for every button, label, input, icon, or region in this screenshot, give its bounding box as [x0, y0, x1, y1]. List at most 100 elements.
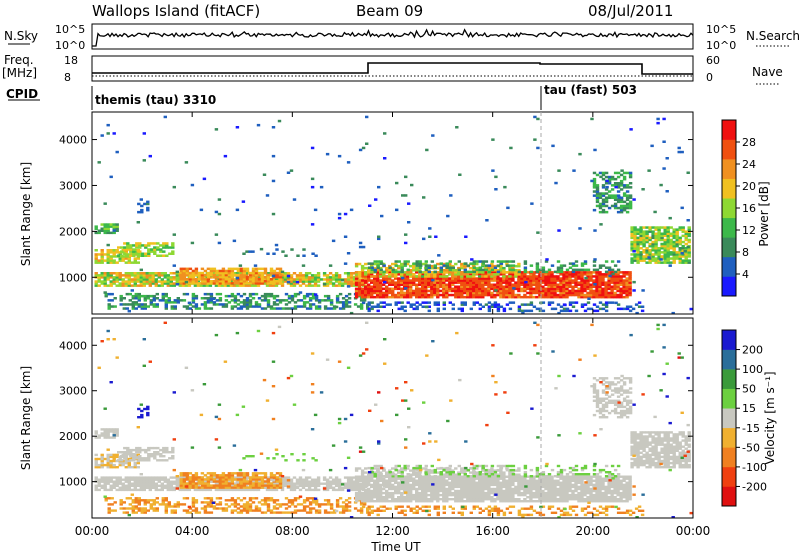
power-cell — [257, 280, 262, 283]
power-cell — [397, 283, 401, 286]
power-cell — [165, 242, 169, 245]
power-cell — [494, 289, 498, 292]
power-cell — [218, 275, 223, 279]
power-cell — [338, 301, 343, 304]
power-cell — [550, 293, 554, 297]
power-cell — [506, 206, 510, 210]
power-cell — [622, 283, 626, 286]
velocity-cell — [163, 480, 167, 483]
power-cell — [672, 244, 676, 248]
power-cell — [672, 236, 676, 240]
power-cell — [472, 260, 476, 263]
power-cell — [403, 283, 407, 286]
power-cell — [616, 268, 621, 272]
power-cell — [147, 252, 151, 255]
velocity-cell — [175, 484, 179, 487]
velocity-cell — [226, 488, 231, 492]
velocity-cell — [221, 486, 226, 489]
power-cell — [436, 273, 440, 276]
velocity-cell — [218, 476, 223, 479]
velocity-cell — [278, 486, 283, 489]
power-cell — [266, 292, 271, 296]
velocity-cell — [136, 466, 140, 469]
power-cell — [209, 292, 214, 296]
power-cell — [439, 279, 443, 282]
power-cell — [215, 275, 220, 279]
velocity-cell — [230, 499, 235, 502]
power-cell — [648, 259, 652, 262]
power-cell — [663, 253, 667, 256]
power-cell — [613, 283, 617, 286]
power-cell — [487, 293, 491, 297]
power-cell — [454, 281, 458, 284]
velocity-cell — [143, 507, 147, 510]
power-cell — [370, 301, 374, 304]
power-cell — [645, 232, 649, 235]
power-cell — [280, 280, 285, 283]
velocity-cell — [136, 488, 140, 492]
power-cell — [164, 305, 168, 308]
power-cell — [115, 223, 119, 226]
power-cell — [394, 303, 398, 306]
power-cell — [354, 273, 359, 276]
power-cell — [496, 260, 501, 263]
power-cell — [373, 283, 377, 286]
power-cell — [568, 293, 572, 297]
power-cell — [325, 276, 330, 279]
velocity-cell — [123, 453, 127, 456]
power-cell — [100, 257, 104, 260]
power-cell — [248, 282, 253, 285]
power-cell — [117, 254, 121, 257]
power-cell — [245, 301, 250, 304]
power-cell — [286, 272, 291, 275]
velocity-cell — [379, 477, 383, 480]
velocity-cell — [260, 499, 265, 502]
velocity-cell — [257, 501, 262, 504]
velocity-cell — [112, 457, 116, 461]
power-cell — [574, 301, 579, 304]
power-cell — [193, 284, 198, 287]
velocity-cell — [278, 503, 283, 506]
power-cell — [562, 275, 566, 278]
power-cell — [619, 188, 624, 191]
power-cell — [568, 273, 572, 276]
power-cell — [517, 307, 522, 311]
power-cell — [394, 273, 398, 276]
power-cell — [595, 293, 599, 297]
power-cell — [334, 276, 339, 279]
velocity-cell — [194, 476, 199, 479]
power-cell — [589, 285, 593, 288]
power-cell — [628, 291, 632, 295]
power-cell — [607, 194, 612, 197]
power-cell — [484, 266, 488, 270]
velocity-cell — [289, 482, 294, 485]
power-cell — [487, 281, 491, 284]
power-cell — [235, 208, 240, 212]
power-cell — [125, 303, 129, 306]
power-cell — [439, 275, 443, 278]
power-cell — [493, 275, 497, 278]
power-cell — [403, 305, 407, 308]
power-cell — [139, 282, 143, 285]
power-cell — [236, 299, 241, 302]
velocity-cell — [376, 500, 380, 503]
power-cell — [598, 204, 603, 208]
power-cell — [347, 305, 352, 308]
power-cell — [406, 281, 410, 284]
power-cell — [341, 307, 346, 310]
power-cell — [163, 276, 167, 279]
velocity-cell — [323, 499, 328, 502]
power-cell — [132, 244, 136, 247]
power-cell — [230, 282, 235, 285]
power-cell — [97, 274, 101, 277]
velocity-cell — [353, 507, 358, 510]
velocity-cell — [94, 457, 98, 461]
power-cell — [153, 242, 157, 245]
power-cell — [619, 200, 624, 204]
power-cell — [601, 204, 606, 208]
power-cell — [630, 247, 634, 250]
velocity-cell — [134, 505, 138, 508]
power-cell — [349, 276, 354, 279]
power-cell — [496, 279, 500, 282]
power-cell — [421, 301, 425, 304]
